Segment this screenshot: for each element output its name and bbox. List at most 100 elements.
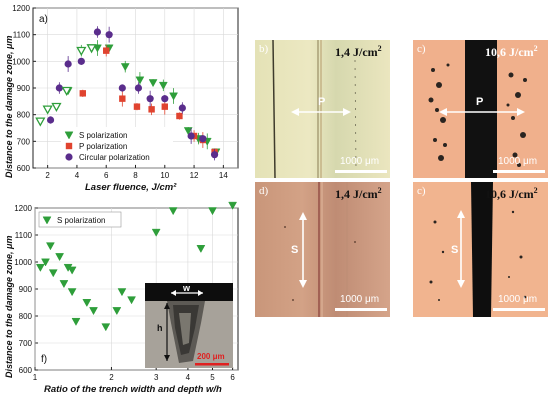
chart-0-point-s-polarization bbox=[183, 127, 193, 136]
chart-1-xtick-label: 5 bbox=[210, 373, 215, 382]
chart-0-point-p-polarization bbox=[79, 90, 86, 97]
inset-scale-label: 200 μm bbox=[197, 352, 225, 361]
photo-c-bottom-scale-label: 1000 μm bbox=[498, 294, 538, 305]
photo-c-top: c) 10,6 J/cm2 P 1000 μm bbox=[413, 40, 548, 178]
chart-0-point-circular-polarization bbox=[118, 84, 126, 92]
chart-0-point-circular-polarization bbox=[178, 104, 186, 112]
photo-c-bottom: c) 10,6 J/cm2 S 1000 μm bbox=[413, 182, 548, 317]
chart-0-xtick-label: 4 bbox=[75, 171, 80, 180]
chart-a-xlabel: Laser fluence, J/cm² bbox=[85, 182, 177, 193]
chart-1-ytick-label: 800 bbox=[19, 312, 33, 321]
chart-0-panel-label: a) bbox=[39, 14, 48, 25]
chart-1-xtick-label: 4 bbox=[186, 373, 191, 382]
chart-0-point-circular-polarization bbox=[55, 84, 63, 92]
chart-0-point-p-polarization bbox=[119, 95, 126, 102]
chart-1-legend-box bbox=[38, 211, 122, 228]
chart-0-legend-label: P polarization bbox=[79, 142, 127, 151]
chart-0-point-open-s bbox=[76, 46, 87, 57]
photo-c-top-scale-bar bbox=[493, 170, 545, 173]
chart-1-xtick-label: 3 bbox=[154, 373, 159, 382]
chart-0-xtick-label: 6 bbox=[104, 171, 109, 180]
chart-0-point-s-polarization bbox=[135, 76, 145, 85]
chart-0-ytick-label: 900 bbox=[17, 84, 31, 93]
chart-0-legend-marker bbox=[65, 153, 73, 161]
chart-0-legend-marker bbox=[65, 142, 73, 150]
chart-1-point-s-polarization bbox=[127, 296, 136, 305]
chart-1-point-s-polarization bbox=[208, 207, 217, 216]
chart-0-ytick-label: 600 bbox=[17, 164, 31, 173]
chart-0-point-s-polarization bbox=[120, 63, 130, 72]
chart-1-point-s-polarization bbox=[55, 253, 65, 262]
chart-0-point-p-polarization bbox=[103, 47, 110, 54]
photo-c-bottom-fluence: 10,6 J/cm2 bbox=[485, 186, 538, 201]
chart-1-point-s-polarization bbox=[35, 263, 45, 272]
chart-a-ylabel: Distance to the damage zone, μm bbox=[4, 35, 14, 178]
chart-0-xtick-label: 12 bbox=[190, 171, 199, 180]
photo-d-label: d) bbox=[259, 185, 269, 197]
chart-1-ytick-label: 600 bbox=[19, 366, 33, 375]
chart-1-point-s-polarization bbox=[151, 228, 161, 237]
chart-1-panel-label: f) bbox=[41, 354, 47, 365]
chart-0-ytick-label: 700 bbox=[17, 137, 31, 146]
chart-1-point-s-polarization bbox=[196, 245, 206, 254]
chart-1-ytick-label: 1000 bbox=[14, 258, 32, 267]
chart-0-point-s-polarization bbox=[148, 79, 158, 88]
chart-1-ytick-label: 1200 bbox=[14, 204, 32, 213]
chart-f-ylabel: Distance to the damage zone, μm bbox=[4, 235, 14, 378]
photo-d-scale-bar bbox=[335, 308, 387, 311]
chart-1-point-s-polarization bbox=[89, 307, 98, 316]
chart-1-point-s-polarization bbox=[117, 288, 127, 297]
chart-f-ratio: 600 700 800 900 1000 1100 1200 1 2 3 4 5 6 f) S polari… bbox=[14, 201, 239, 382]
chart-0-point-p-polarization bbox=[148, 106, 155, 113]
photo-d-fluence: 1,4 J/cm2 bbox=[335, 186, 382, 201]
inset-depth-label: h bbox=[157, 323, 163, 333]
chart-0-xtick-label: 10 bbox=[160, 171, 169, 180]
photo-c-bottom-label: c) bbox=[417, 185, 426, 197]
chart-1-point-s-polarization bbox=[168, 207, 178, 216]
photo-c-top-pol: P bbox=[476, 96, 484, 108]
photo-d-pol: S bbox=[291, 244, 299, 256]
photo-c-top-scale-label: 1000 μm bbox=[498, 156, 538, 167]
chart-0-point-circular-polarization bbox=[161, 95, 169, 103]
chart-0-point-circular-polarization bbox=[134, 84, 143, 92]
chart-1-point-s-polarization bbox=[71, 317, 81, 326]
chart-1-point-s-polarization bbox=[59, 280, 69, 289]
chart-0-legend-box bbox=[61, 127, 173, 164]
chart-0-ytick-label: 1100 bbox=[13, 31, 31, 40]
chart-0-point-open-s bbox=[42, 105, 53, 115]
chart-1-point-s-polarization bbox=[45, 242, 55, 251]
chart-0-point-p-polarization bbox=[133, 103, 141, 110]
chart-1-point-s-polarization bbox=[41, 258, 50, 267]
chart-0-point-circular-polarization bbox=[93, 28, 102, 36]
chart-0-legend-marker bbox=[64, 131, 74, 140]
chart-f-xlabel: Ratio of the trench width and depth w/h bbox=[44, 384, 222, 395]
chart-0-point-open-s bbox=[51, 102, 62, 113]
trench-cross-section-inset: w h 200 μm bbox=[145, 283, 233, 368]
chart-0-ytick-label: 1200 bbox=[12, 4, 30, 13]
photo-c-bottom-scale-bar bbox=[493, 308, 545, 311]
chart-0-point-open-s bbox=[86, 44, 97, 54]
photo-d-scale-label: 1000 μm bbox=[340, 294, 380, 305]
chart-0-point-s-polarization bbox=[158, 81, 168, 90]
chart-0-ytick-label: 1000 bbox=[12, 57, 30, 66]
chart-1-point-s-polarization bbox=[48, 269, 58, 278]
chart-1-point-s-polarization bbox=[67, 288, 77, 297]
photo-c-top-label: c) bbox=[417, 43, 426, 55]
chart-1-ytick-label: 700 bbox=[19, 339, 33, 348]
photo-c-top-fluence: 10,6 J/cm2 bbox=[485, 44, 538, 59]
chart-1-point-s-polarization bbox=[112, 307, 122, 316]
chart-0-point-open-s bbox=[61, 86, 72, 97]
photo-b: b) 1,4 J/cm2 P 1000 μm bbox=[255, 40, 390, 178]
chart-0-point-circular-polarization bbox=[210, 151, 219, 159]
chart-0-legend-label: S polarization bbox=[79, 131, 127, 140]
chart-0-legend-label: Circular polarization bbox=[79, 153, 150, 162]
photo-b-label: b) bbox=[259, 43, 269, 55]
chart-0-point-circular-polarization bbox=[187, 132, 195, 140]
photo-b-pol: P bbox=[318, 96, 326, 108]
inset-width-label: w bbox=[183, 283, 191, 293]
photo-b-fluence: 1,4 J/cm2 bbox=[335, 44, 382, 59]
chart-1-xtick-label: 2 bbox=[109, 373, 114, 382]
chart-0-ytick-label: 800 bbox=[17, 111, 31, 120]
chart-0-xtick-label: 2 bbox=[45, 171, 50, 180]
chart-0-xtick-label: 8 bbox=[133, 171, 138, 180]
